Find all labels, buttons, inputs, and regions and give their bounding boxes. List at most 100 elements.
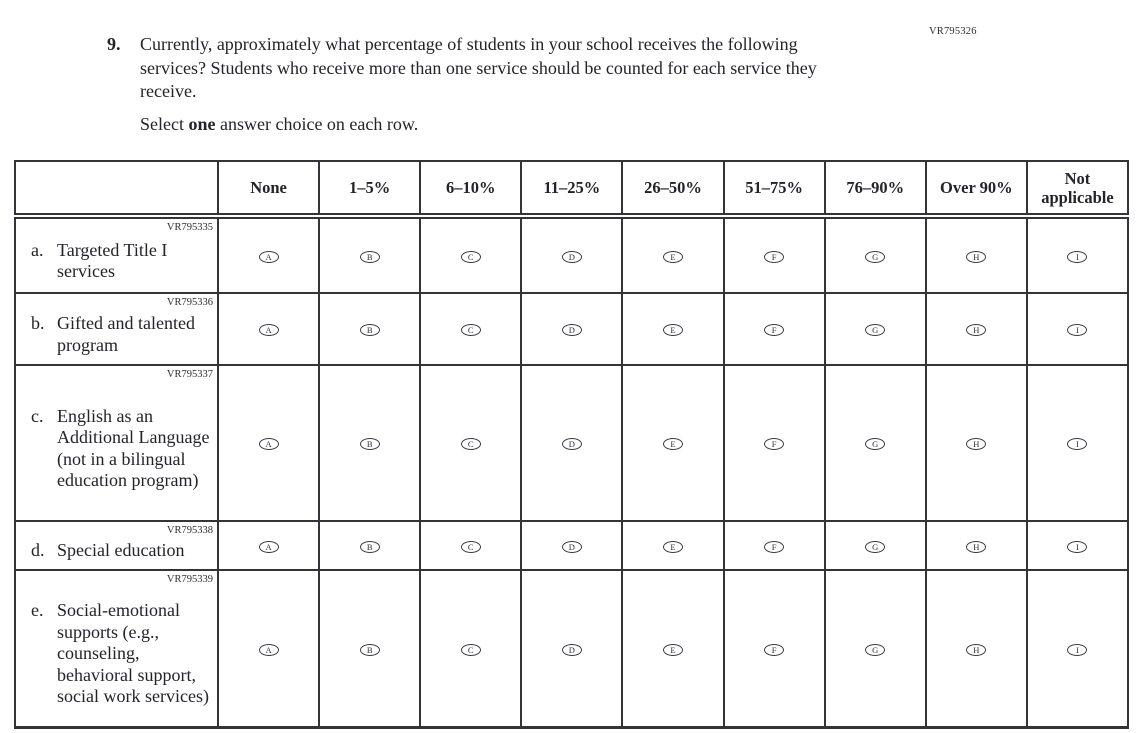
- answer-bubble[interactable]: G: [865, 540, 886, 553]
- answer-bubble[interactable]: D: [561, 540, 582, 553]
- table-row-c: VR795337 c. English as an Additional Lan…: [14, 364, 1130, 522]
- answer-bubble[interactable]: F: [764, 438, 785, 450]
- answer-bubble[interactable]: F: [764, 643, 785, 656]
- answer-bubble[interactable]: C: [460, 324, 481, 336]
- answer-bubble[interactable]: B: [359, 438, 380, 450]
- option-cell: C: [419, 292, 523, 366]
- option-cell: D: [520, 520, 624, 571]
- answer-bubble[interactable]: D: [561, 643, 582, 656]
- column-header-76-90: 76–90%: [823, 160, 927, 219]
- option-cell: E: [621, 520, 725, 571]
- row-label-cell: VR795335 a. Targeted Title I services: [14, 215, 219, 294]
- instruction-bold: one: [188, 113, 216, 134]
- answer-bubble[interactable]: H: [966, 438, 987, 450]
- answer-bubble[interactable]: F: [764, 250, 785, 263]
- option-cell: G: [823, 292, 927, 366]
- row-letter: c.: [31, 405, 44, 426]
- answer-bubble[interactable]: A: [258, 324, 279, 336]
- answer-bubble[interactable]: E: [662, 324, 683, 336]
- column-header-26-50: 26–50%: [621, 160, 725, 219]
- option-cell: F: [722, 215, 826, 294]
- option-cell: I: [1025, 364, 1130, 522]
- answer-bubble[interactable]: E: [662, 250, 683, 263]
- option-cell: H: [924, 364, 1028, 522]
- option-cell: E: [621, 569, 725, 729]
- option-cell: I: [1025, 569, 1130, 729]
- answer-bubble[interactable]: A: [258, 438, 279, 450]
- answer-bubble[interactable]: B: [359, 643, 380, 656]
- answer-bubble[interactable]: G: [865, 324, 886, 336]
- answer-bubble[interactable]: C: [460, 250, 481, 263]
- answer-bubble[interactable]: A: [258, 540, 279, 553]
- answer-bubble[interactable]: I: [1067, 438, 1088, 450]
- option-cell: B: [318, 215, 422, 294]
- question-instruction: Select one answer choice on each row.: [140, 113, 852, 137]
- answer-bubble[interactable]: B: [359, 250, 380, 263]
- option-cell: H: [924, 215, 1028, 294]
- option-cell: C: [419, 215, 523, 294]
- option-cell: C: [419, 364, 523, 522]
- option-cell: A: [216, 364, 321, 522]
- answer-bubble[interactable]: E: [662, 438, 683, 450]
- answer-bubble[interactable]: D: [561, 324, 582, 336]
- answer-bubble[interactable]: I: [1067, 540, 1088, 553]
- answer-bubble[interactable]: F: [764, 324, 785, 336]
- answer-bubble[interactable]: G: [865, 438, 886, 450]
- answer-bubble[interactable]: H: [966, 540, 987, 553]
- answer-bubble[interactable]: H: [966, 324, 987, 336]
- option-cell: D: [520, 215, 624, 294]
- answer-bubble[interactable]: D: [561, 438, 582, 450]
- answer-bubble[interactable]: I: [1067, 643, 1088, 656]
- answer-bubble[interactable]: B: [359, 540, 380, 553]
- answer-bubble[interactable]: H: [966, 250, 987, 263]
- answer-bubble[interactable]: C: [460, 438, 481, 450]
- option-cell: I: [1025, 292, 1130, 366]
- option-cell: A: [216, 569, 321, 729]
- option-cell: I: [1025, 215, 1130, 294]
- row-code: VR795338: [166, 525, 213, 536]
- option-cell: F: [722, 292, 826, 366]
- answer-bubble[interactable]: G: [865, 250, 886, 263]
- option-cell: F: [722, 364, 826, 522]
- answer-bubble[interactable]: E: [662, 643, 683, 656]
- question-table: None 1–5% 6–10% 11–25% 26–50% 51–75% 76–…: [14, 160, 1130, 729]
- answer-bubble[interactable]: E: [662, 540, 683, 553]
- answer-bubble[interactable]: F: [764, 540, 785, 553]
- row-label-cell: VR795338 d. Special education: [14, 520, 219, 571]
- option-cell: D: [520, 292, 624, 366]
- row-code: VR795335: [166, 222, 213, 233]
- column-header-11-25: 11–25%: [520, 160, 624, 219]
- answer-bubble[interactable]: A: [258, 250, 279, 263]
- option-cell: H: [924, 520, 1028, 571]
- answer-bubble[interactable]: H: [966, 643, 987, 656]
- question-text: Currently, approximately what percentage…: [140, 34, 817, 101]
- answer-bubble[interactable]: A: [258, 643, 279, 656]
- answer-bubble[interactable]: C: [460, 643, 481, 656]
- option-cell: B: [318, 292, 422, 366]
- answer-bubble[interactable]: C: [460, 540, 481, 553]
- answer-bubble[interactable]: G: [865, 643, 886, 656]
- option-cell: B: [318, 364, 422, 522]
- header-corner-cell: [14, 160, 219, 219]
- header-row: None 1–5% 6–10% 11–25% 26–50% 51–75% 76–…: [14, 160, 1130, 219]
- instruction-prefix: Select: [140, 113, 189, 134]
- table-row-e: VR795339 e. Social-emotional supports (e…: [14, 569, 1130, 729]
- row-code: VR795337: [166, 369, 213, 380]
- option-cell: H: [924, 569, 1028, 729]
- option-cell: G: [823, 215, 927, 294]
- option-cell: I: [1025, 520, 1130, 571]
- option-cell: C: [419, 569, 523, 729]
- answer-bubble[interactable]: D: [561, 250, 582, 263]
- column-header-over-90: Over 90%: [924, 160, 1028, 219]
- option-cell: H: [924, 292, 1028, 366]
- option-cell: A: [216, 215, 321, 294]
- question-block: 9. Currently, approximately what percent…: [107, 33, 852, 136]
- option-cell: G: [823, 520, 927, 571]
- row-label-text: English as an Additional Language (not i…: [57, 405, 210, 491]
- row-letter: a.: [31, 239, 44, 260]
- answer-bubble[interactable]: I: [1067, 324, 1088, 336]
- answer-bubble[interactable]: I: [1067, 250, 1088, 263]
- option-cell: E: [621, 215, 725, 294]
- row-letter: d.: [31, 540, 45, 561]
- answer-bubble[interactable]: B: [359, 324, 380, 336]
